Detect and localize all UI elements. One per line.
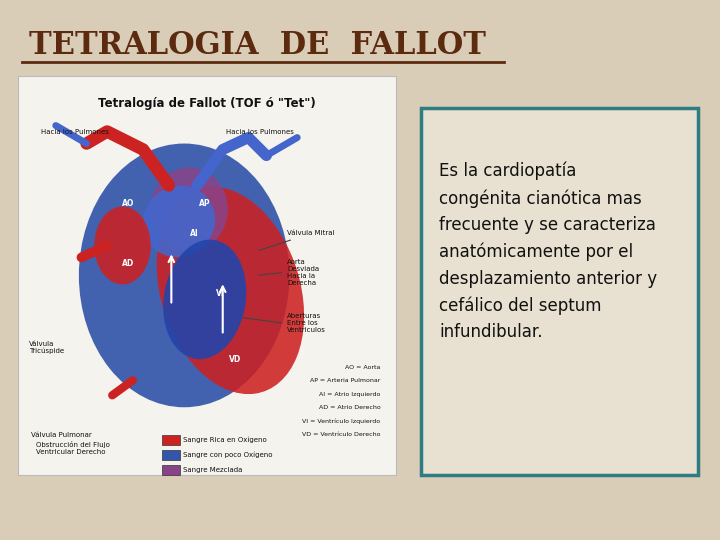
Text: Sangre Mezclada: Sangre Mezclada (183, 467, 243, 474)
FancyBboxPatch shape (18, 76, 396, 475)
Ellipse shape (150, 167, 228, 252)
Text: Aorta
Desviada
Hacia la
Derecha: Aorta Desviada Hacia la Derecha (287, 259, 319, 286)
Text: VD = Ventrículo Derecho: VD = Ventrículo Derecho (302, 432, 381, 437)
Text: Es la cardiopatía
congénita cianótica mas
frecuente y se caracteriza
anatómicame: Es la cardiopatía congénita cianótica ma… (439, 162, 657, 341)
Text: VD: VD (230, 355, 242, 364)
Bar (161, 450, 179, 460)
Text: Sangre Rica en Oxígeno: Sangre Rica en Oxígeno (183, 437, 267, 443)
Ellipse shape (143, 186, 215, 258)
Text: VI: VI (216, 289, 225, 298)
Text: VI = Ventrículo Izquierdo: VI = Ventrículo Izquierdo (302, 418, 381, 424)
Text: Válvula
Tricúspide: Válvula Tricúspide (29, 341, 64, 354)
Bar (161, 465, 179, 475)
Text: AP: AP (199, 199, 210, 208)
Text: Válvula Pulmonar: Válvula Pulmonar (31, 432, 91, 438)
Text: Tetralogía de Fallot (TOF ó "Tet"): Tetralogía de Fallot (TOF ó "Tet") (98, 97, 316, 110)
FancyBboxPatch shape (421, 108, 698, 475)
Ellipse shape (157, 187, 304, 394)
Text: AP = Arteria Pulmonar: AP = Arteria Pulmonar (310, 378, 381, 383)
Text: Aberturas
Entre los
Ventriculos: Aberturas Entre los Ventriculos (287, 313, 326, 333)
Text: Obstrucción del Flujo
Ventricular Derecho: Obstrucción del Flujo Ventricular Derech… (36, 441, 110, 455)
Ellipse shape (94, 206, 150, 285)
Text: AI = Atrio Izquierdo: AI = Atrio Izquierdo (319, 392, 381, 397)
Ellipse shape (163, 240, 246, 359)
Text: AI: AI (190, 229, 199, 238)
Text: AO: AO (122, 199, 134, 208)
Text: TETRALOGIA  DE  FALLOT: TETRALOGIA DE FALLOT (29, 30, 486, 60)
Bar (161, 435, 179, 445)
Text: AD: AD (122, 259, 134, 268)
Text: Hacia los Pulmones: Hacia los Pulmones (226, 129, 294, 134)
Text: AO = Aorta: AO = Aorta (345, 364, 381, 370)
Text: Válvula Mitral: Válvula Mitral (258, 231, 334, 251)
Ellipse shape (79, 144, 289, 407)
Text: AD = Atrio Derecho: AD = Atrio Derecho (319, 405, 381, 410)
Text: Hacia los Pulmones: Hacia los Pulmones (40, 129, 109, 134)
Text: Sangre con poco Oxígeno: Sangre con poco Oxígeno (183, 452, 273, 458)
